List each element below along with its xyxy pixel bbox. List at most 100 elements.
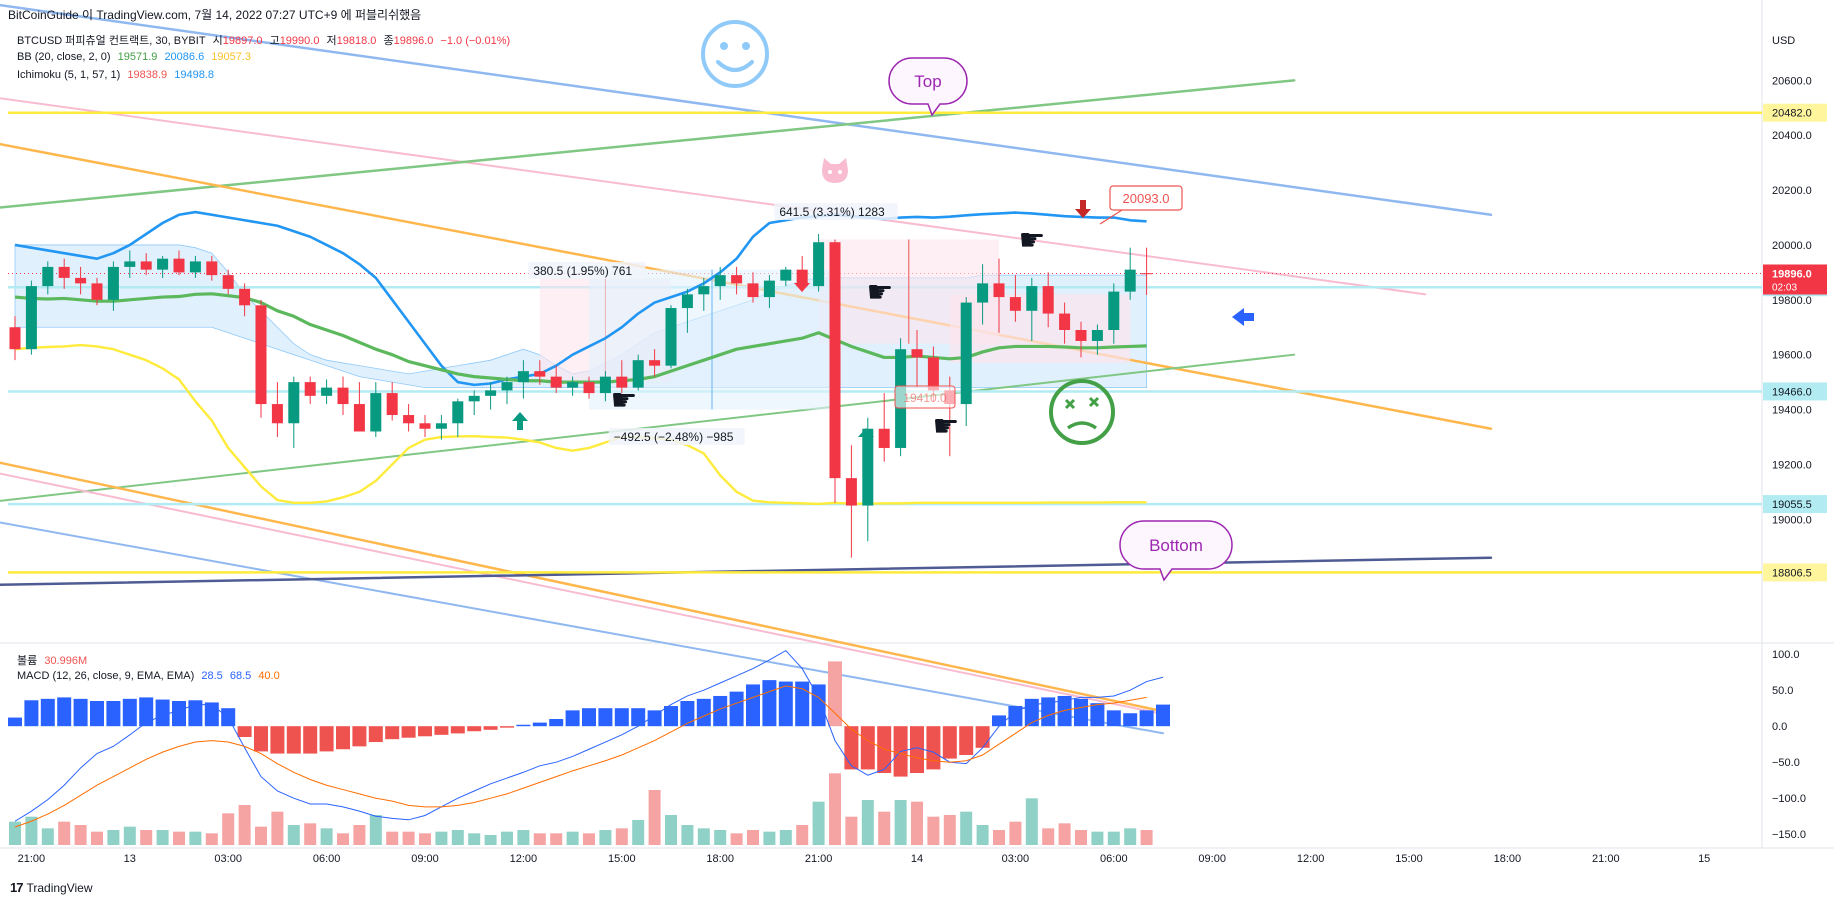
volume-bar — [173, 831, 185, 845]
volume-name: 볼륨 — [17, 655, 38, 667]
macd-histogram-bar — [795, 681, 810, 727]
ichimoku-value-1: 19838.9 — [127, 69, 168, 81]
pointing-hand-icon: ☛ — [1019, 224, 1046, 257]
macd-histogram-bar — [1057, 695, 1072, 727]
time-axis-tick: 15 — [1698, 853, 1710, 865]
volume-bar — [255, 826, 267, 845]
candle — [222, 269, 234, 295]
macd-histogram-bar — [696, 698, 711, 727]
candle-body — [173, 258, 185, 273]
volume-bar — [697, 828, 710, 845]
volume-bar — [41, 828, 54, 845]
blue-channel-upper — [0, 3, 1493, 217]
bb-name: BB (20, close, 2, 0) — [17, 51, 111, 63]
macd-histogram-bar — [467, 726, 482, 732]
macd-value-1: 28.5 — [201, 670, 223, 682]
range-up-box-2-label: 641.5 (3.31%) 1283 — [779, 205, 885, 219]
macd-histogram-bar — [631, 708, 646, 727]
candle — [1026, 277, 1038, 341]
macd-histogram-bar — [860, 726, 875, 770]
candle-body — [583, 382, 595, 394]
volume-bar — [353, 825, 366, 845]
candle — [1042, 272, 1054, 328]
range-down-box-label-bg — [608, 427, 745, 445]
candle — [616, 360, 628, 394]
close-value: 19896.0 — [393, 35, 434, 47]
macd-histogram-bar — [122, 698, 137, 727]
candle-body — [124, 261, 136, 267]
pink-trend-upper — [0, 97, 1427, 296]
volume-bar — [369, 815, 382, 845]
macd-histogram-bar — [713, 695, 728, 727]
tradingview-logo-icon: 17 — [10, 880, 24, 895]
volume-bar — [517, 830, 530, 845]
happy-face-eye — [720, 42, 728, 50]
price-level-tag — [1763, 382, 1827, 401]
macd-histogram-bar — [729, 691, 744, 727]
last-price-tag — [1763, 264, 1827, 295]
macd-histogram-bar — [680, 701, 695, 727]
green-channel-upper — [0, 79, 1296, 209]
cat-face-eye — [838, 170, 842, 174]
time-axis-tick: 18:00 — [1494, 853, 1522, 865]
candle-body — [1141, 273, 1153, 275]
macd-histogram-bar — [926, 726, 941, 770]
time-axis-tick: 03:00 — [214, 853, 242, 865]
macd-histogram-bar — [844, 726, 859, 770]
candle — [517, 360, 529, 399]
candle — [337, 376, 349, 416]
macd-histogram-bar — [910, 726, 924, 773]
candle-body — [993, 283, 1005, 298]
macd-histogram-bar — [992, 715, 1006, 727]
time-axis-tick: 06:00 — [1100, 853, 1128, 865]
candle — [370, 382, 382, 437]
candle-body — [1091, 330, 1103, 341]
volume-value: 30.996M — [44, 655, 88, 667]
price-axis-tick: 19600.0 — [1772, 350, 1812, 362]
volume-bar — [9, 821, 21, 845]
dizzy-face-outline — [1049, 379, 1115, 445]
macd-histogram-bar — [434, 726, 449, 735]
candle-body — [960, 302, 972, 405]
macd-histogram-bar — [401, 726, 416, 738]
tradingview-footer[interactable]: 17 TradingView — [10, 880, 93, 895]
volume-bar — [304, 823, 317, 845]
candle — [1141, 247, 1153, 295]
pointing-hand-icon: ☛ — [867, 276, 894, 309]
macd-histogram-bar — [1074, 698, 1088, 727]
macd-histogram-bar — [778, 681, 793, 727]
ichimoku-legend: Ichimoku (5, 1, 57, 1) 19838.9 19498.8 — [17, 69, 218, 81]
volume-bar — [123, 826, 136, 845]
volume-bar — [665, 815, 677, 845]
volume-bar — [386, 831, 399, 845]
candle — [1075, 321, 1087, 358]
volume-bar — [1091, 831, 1104, 845]
volume-bar — [878, 811, 891, 845]
macd-axis-tick: 50.0 — [1772, 685, 1793, 697]
macd-histogram-bar — [303, 726, 318, 754]
candle — [911, 330, 923, 388]
candle — [1124, 247, 1136, 300]
candle — [813, 233, 825, 292]
macd-legend: MACD (12, 26, close, 9, EMA, EMA) 28.5 6… — [17, 670, 284, 682]
macd-histogram-bar — [319, 726, 334, 752]
macd-histogram-bar — [254, 726, 268, 752]
macd-histogram-bar — [8, 717, 22, 727]
bb-lower-line — [14, 343, 1147, 506]
candle — [173, 250, 185, 276]
volume-bar — [714, 830, 727, 845]
time-axis-tick: 06:00 — [313, 853, 341, 865]
volume-bar — [845, 816, 858, 845]
last-price-countdown: 02:03 — [1772, 282, 1797, 293]
macd-histogram-bar — [746, 684, 760, 727]
candle — [599, 371, 611, 402]
candle — [124, 250, 136, 278]
candle — [698, 277, 710, 311]
pointing-hand-icon: ☛ — [611, 384, 638, 417]
time-axis-tick: 15:00 — [608, 853, 636, 865]
candle — [353, 382, 365, 432]
top-callout-shape — [888, 57, 968, 117]
volume-bar — [1009, 821, 1022, 845]
macd-histogram-bar — [40, 698, 55, 727]
